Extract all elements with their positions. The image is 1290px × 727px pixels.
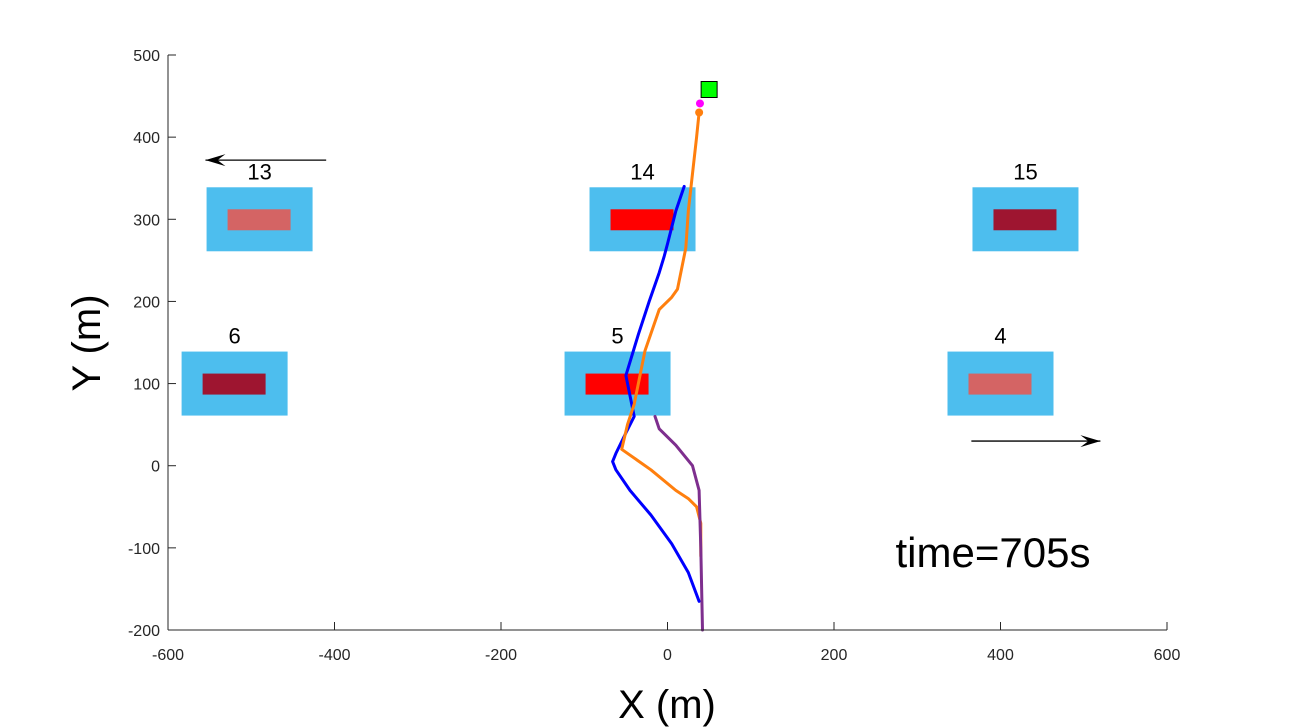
x-tick-label: -200 <box>485 647 517 664</box>
y-tick-label: 200 <box>133 294 160 311</box>
arrows-layer <box>205 154 1101 448</box>
axes-layer: -600 -400 -200 0 200 400 600 -200 -100 0 100 200 300… <box>128 48 1180 664</box>
block-inner-13 <box>227 209 291 231</box>
series-line-1 <box>611 184 701 603</box>
block-label-6: 6 <box>228 324 240 349</box>
endpoint-marker-2 <box>695 99 704 108</box>
endpoint-marker-1 <box>695 108 704 117</box>
x-tick-label: 200 <box>821 647 848 664</box>
block-inner-4 <box>968 373 1032 395</box>
x-tick-label: 400 <box>987 647 1014 664</box>
y-tick-label: 100 <box>133 377 160 394</box>
y-tick-label: 300 <box>133 212 160 229</box>
block-label-13: 13 <box>247 159 271 184</box>
block-inner-6 <box>202 373 266 395</box>
series-line-2 <box>620 111 703 558</box>
y-axis-title: Y (m) <box>65 294 109 391</box>
x-axis-title: X (m) <box>618 683 716 727</box>
block-inner-14 <box>610 209 674 231</box>
blocks-layer: 13 14 15 6 5 4 <box>181 159 1079 416</box>
block-inner-15 <box>993 209 1057 231</box>
time-annotation: time=705s <box>896 529 1091 576</box>
x-tick-label: 0 <box>663 647 672 664</box>
y-tick-label: -200 <box>128 623 160 640</box>
block-label-4: 4 <box>994 324 1006 349</box>
direction-arrowhead-2 <box>1080 435 1101 448</box>
direction-arrowhead-1 <box>205 154 226 167</box>
series-line-3 <box>653 414 704 632</box>
y-tick-label: 500 <box>133 48 160 65</box>
block-inner-5 <box>585 373 649 395</box>
target-marker <box>700 81 718 98</box>
block-label-15: 15 <box>1013 159 1037 184</box>
y-tick-label: 400 <box>133 130 160 147</box>
series-layer <box>611 111 704 632</box>
markers-layer <box>695 81 718 117</box>
x-tick-label: -400 <box>318 647 350 664</box>
y-tick-label: -100 <box>128 541 160 558</box>
block-label-14: 14 <box>630 159 654 184</box>
x-tick-label: -600 <box>152 647 184 664</box>
y-tick-label: 0 <box>151 459 160 476</box>
block-label-5: 5 <box>611 324 623 349</box>
x-tick-label: 600 <box>1154 647 1181 664</box>
